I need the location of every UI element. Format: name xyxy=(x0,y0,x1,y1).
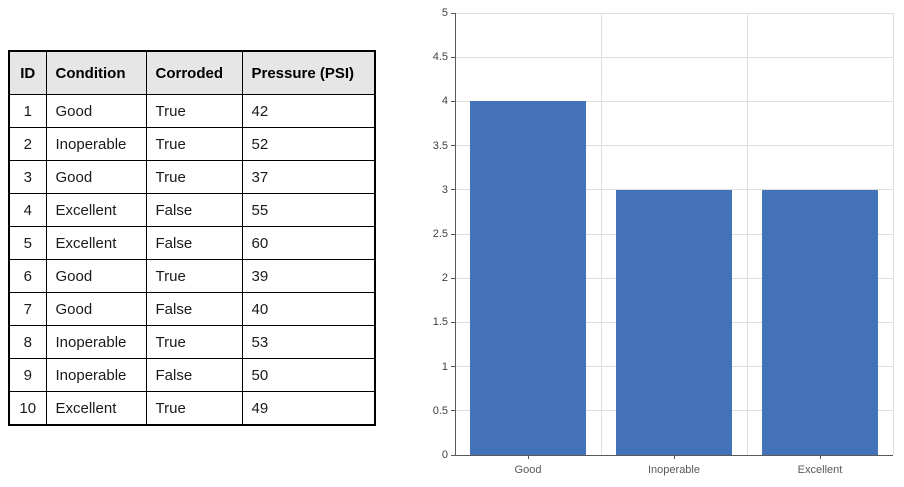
x-tick-mark xyxy=(527,455,529,459)
table-row: 1 Good True 42 xyxy=(8,94,376,128)
table-row: 7 Good False 40 xyxy=(8,292,376,326)
y-tick-mark xyxy=(451,12,455,14)
column-header-corroded: Corroded xyxy=(145,50,243,95)
x-tick-mark xyxy=(673,455,675,459)
table-cell: 6 xyxy=(8,259,47,293)
column-header-id: ID xyxy=(8,50,47,95)
table-cell: True xyxy=(145,127,243,161)
table-cell: 53 xyxy=(241,325,376,359)
x-tick-mark xyxy=(819,455,821,459)
table-cell: 40 xyxy=(241,292,376,326)
y-tick-mark xyxy=(451,366,455,368)
bar-inoperable xyxy=(615,189,733,455)
gridline-horizontal xyxy=(455,12,893,14)
table-cell: Good xyxy=(45,160,147,194)
table-cell: True xyxy=(145,391,243,426)
table-row: 8 Inoperable True 53 xyxy=(8,325,376,359)
y-tick-label: 2.5 xyxy=(432,228,448,240)
y-tick-label: 0.5 xyxy=(432,404,448,417)
table-cell: 50 xyxy=(241,358,376,392)
table-header-row: ID Condition Corroded Pressure (PSI) xyxy=(8,50,376,95)
table-row: 9 Inoperable False 50 xyxy=(8,358,376,392)
table-cell: True xyxy=(145,160,243,194)
gridline-vertical xyxy=(746,13,748,455)
table-cell: False xyxy=(145,358,243,392)
table-row: 2 Inoperable True 52 xyxy=(8,127,376,161)
x-axis-line xyxy=(451,455,893,456)
table-cell: 7 xyxy=(8,292,47,326)
table-header: ID Condition Corroded Pressure (PSI) xyxy=(8,50,376,95)
table-cell: Good xyxy=(45,292,147,326)
x-category-label: Excellent xyxy=(797,464,843,476)
table-cell: 52 xyxy=(241,127,376,161)
gridline-horizontal xyxy=(455,145,893,147)
x-category-label: Inoperable xyxy=(648,464,700,476)
inspection-table: ID Condition Corroded Pressure (PSI) 1 Good T… xyxy=(8,50,376,426)
table-cell: 37 xyxy=(241,160,376,194)
table-cell: 49 xyxy=(241,391,376,426)
table-cell: 9 xyxy=(8,358,47,392)
table-row: 4 Excellent False 55 xyxy=(8,193,376,227)
y-tick-mark xyxy=(451,145,455,147)
y-tick-label: 2 xyxy=(441,272,448,285)
y-tick-mark xyxy=(451,321,455,323)
y-tick-mark xyxy=(451,189,455,191)
table-cell: 8 xyxy=(8,325,47,359)
table-cell: Inoperable xyxy=(45,325,147,359)
table-cell: 3 xyxy=(8,160,47,194)
table-cell: False xyxy=(145,193,243,227)
table-cell: Good xyxy=(45,94,147,128)
table-body: 1 Good True 42 2 Inoperable True 52 3 Good True 37 4… xyxy=(8,94,376,426)
gridline-vertical xyxy=(892,13,894,455)
table-cell: 42 xyxy=(241,94,376,128)
table-cell: False xyxy=(145,292,243,326)
gridline-horizontal xyxy=(455,100,893,102)
table-cell: True xyxy=(145,94,243,128)
y-tick-label: 5 xyxy=(441,7,448,19)
gridline-vertical xyxy=(600,13,602,455)
table-cell: Excellent xyxy=(45,391,147,426)
table-cell: Inoperable xyxy=(45,358,147,392)
bar-excellent xyxy=(761,189,879,455)
y-tick-label: 4.5 xyxy=(432,51,448,64)
y-tick-label: 1.5 xyxy=(432,316,448,329)
y-axis-line xyxy=(455,13,456,456)
y-tick-label: 4 xyxy=(441,95,448,108)
table-row: 10 Excellent True 49 xyxy=(8,391,376,426)
x-category-label: Good xyxy=(514,464,542,476)
column-header-condition: Condition xyxy=(45,50,147,95)
condition-bar-chart: 0 0.5 1 1.5 2 2.5 3 3.5 4 4.5 5 Good Inoperable Excel… xyxy=(400,0,904,487)
table-cell: True xyxy=(145,325,243,359)
y-tick-mark xyxy=(451,410,455,412)
table-cell: Excellent xyxy=(45,226,147,260)
y-tick-label: 3 xyxy=(441,183,448,196)
table-cell: Good xyxy=(45,259,147,293)
table-cell: 55 xyxy=(241,193,376,227)
y-tick-mark xyxy=(451,277,455,279)
table-cell: 1 xyxy=(8,94,47,128)
y-tick-mark xyxy=(451,233,455,235)
y-tick-label: 1 xyxy=(441,360,448,373)
y-tick-label: 3.5 xyxy=(432,139,448,152)
table-cell: 39 xyxy=(241,259,376,293)
table-cell: 5 xyxy=(8,226,47,260)
table-cell: Excellent xyxy=(45,193,147,227)
y-tick-mark xyxy=(451,56,455,58)
y-tick-label: 0 xyxy=(441,449,448,461)
table-cell: 10 xyxy=(8,391,47,426)
table-row: 6 Good True 39 xyxy=(8,259,376,293)
table-cell: True xyxy=(145,259,243,293)
gridline-horizontal xyxy=(455,56,893,58)
table-cell: 4 xyxy=(8,193,47,227)
table-cell: False xyxy=(145,226,243,260)
table-cell: 2 xyxy=(8,127,47,161)
table-cell: 60 xyxy=(241,226,376,260)
table-row: 5 Excellent False 60 xyxy=(8,226,376,260)
table-cell: Inoperable xyxy=(45,127,147,161)
table-row: 3 Good True 37 xyxy=(8,160,376,194)
bar-good xyxy=(469,101,587,455)
y-tick-mark xyxy=(451,100,455,102)
column-header-pressure-psi: Pressure (PSI) xyxy=(241,50,376,95)
